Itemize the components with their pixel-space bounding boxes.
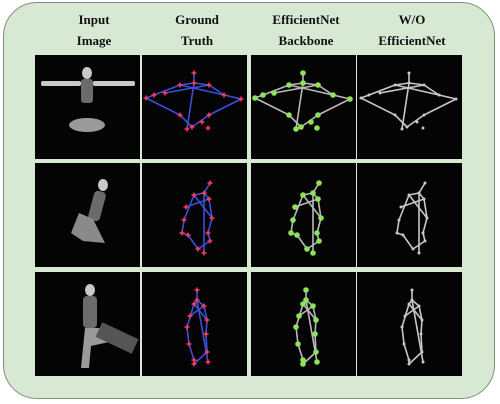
header-without-efficientnet: W/O EfficientNet [357, 9, 467, 51]
ground-truth-skeleton-cell [142, 163, 247, 267]
ground-truth-skeleton-lines [143, 70, 244, 132]
header-line: EfficientNet [378, 33, 446, 48]
efficientnet-skeleton-cell [251, 272, 356, 376]
header-line: Truth [180, 33, 214, 48]
person-figure [71, 179, 108, 243]
ground-truth-skeleton-cell [142, 272, 247, 376]
efficientnet-skeleton-lines [252, 70, 353, 132]
header-line: EfficientNet [272, 12, 340, 27]
input-image-cell [35, 272, 140, 376]
without-efficientnet-skeleton [395, 181, 429, 255]
efficientnet-skeleton-cell [251, 55, 356, 159]
ground-truth-skeleton-lines [184, 287, 211, 367]
input-image [71, 179, 108, 243]
without-efficientnet-skeleton-cell [357, 163, 462, 267]
without-efficientnet-skeleton [400, 288, 425, 366]
header-ground-truth: Ground Truth [142, 9, 252, 51]
header-input-image: Input Image [39, 9, 149, 51]
ground-truth-skeleton-cell [142, 55, 247, 159]
input-image-cell [35, 163, 140, 267]
efficientnet-skeleton [293, 287, 320, 367]
efficientnet-skeleton-lines [288, 180, 324, 256]
without-efficientnet-skeleton-lines [395, 181, 429, 255]
without-efficientnet-skeleton-lines [400, 288, 425, 366]
without-efficientnet-skeleton-lines [359, 71, 458, 131]
person-figure [41, 67, 135, 132]
header-line: Image [76, 33, 112, 48]
without-efficientnet-skeleton-cell [357, 55, 462, 159]
efficientnet-skeleton-lines [293, 287, 320, 367]
input-image-cell [35, 55, 140, 159]
ground-truth-skeleton [143, 70, 244, 132]
ground-truth-skeleton [179, 180, 215, 256]
header-line: Input [78, 12, 110, 27]
header-line: W/O [398, 12, 426, 27]
input-image [41, 67, 135, 132]
without-efficientnet-skeleton-cell [357, 272, 462, 376]
efficientnet-skeleton [252, 70, 353, 132]
ground-truth-skeleton-lines [179, 180, 215, 256]
efficientnet-skeleton-cell [251, 163, 356, 267]
header-line: Backbone [278, 33, 334, 48]
header-line: Ground [175, 12, 219, 27]
input-image [81, 284, 139, 368]
header-efficientnet-backbone: EfficientNet Backbone [251, 9, 361, 51]
ground-truth-skeleton [184, 287, 211, 367]
efficientnet-skeleton [288, 180, 324, 256]
without-efficientnet-skeleton [359, 71, 458, 131]
person-figure [81, 284, 139, 368]
